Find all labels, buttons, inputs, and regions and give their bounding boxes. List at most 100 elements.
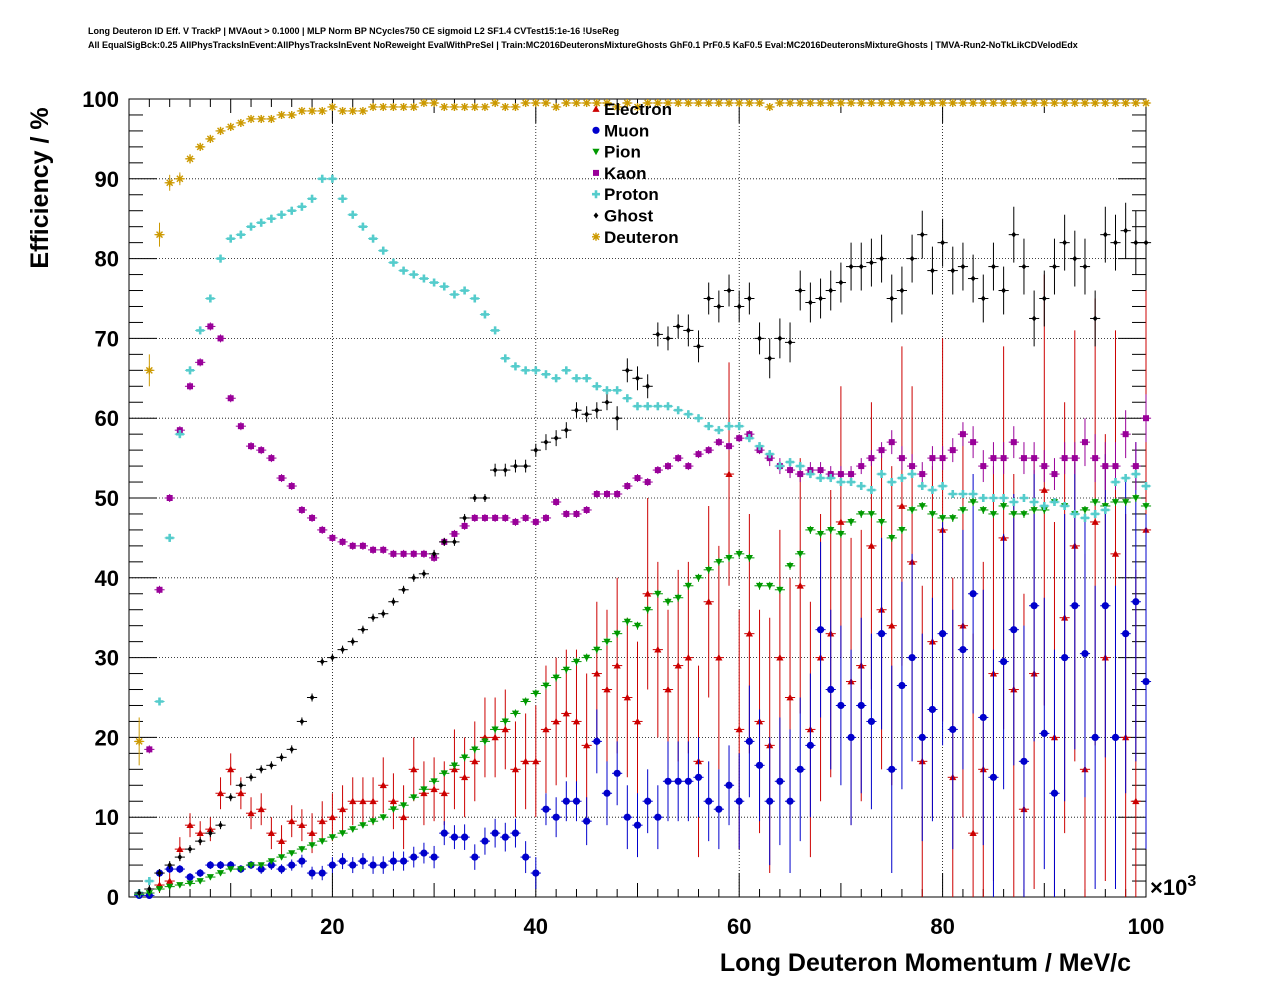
data-point-deuteron <box>784 98 796 107</box>
marker-pion <box>430 778 438 785</box>
x-tick-label: 100 <box>1128 914 1165 939</box>
data-point-ghost <box>286 745 297 754</box>
marker-electron <box>735 725 743 733</box>
marker-proton <box>541 370 550 379</box>
data-point-pion <box>1018 509 1030 518</box>
data-point-kaon <box>856 458 867 475</box>
marker-ghost <box>523 463 529 470</box>
marker-kaon <box>959 431 966 438</box>
marker-electron <box>786 693 794 701</box>
data-point-deuteron <box>988 98 999 107</box>
data-point-proton <box>825 474 836 483</box>
marker-kaon <box>878 447 885 454</box>
marker-deuteron <box>826 98 835 107</box>
data-point-ghost <box>805 282 816 323</box>
data-point-kaon <box>327 533 338 542</box>
marker-muon <box>715 805 723 813</box>
data-point-muon <box>1029 470 1040 742</box>
marker-ghost <box>268 762 274 769</box>
marker-ghost <box>838 279 844 286</box>
marker-ghost <box>279 754 284 761</box>
marker-kaon <box>380 546 387 553</box>
marker-kaon <box>919 471 926 478</box>
marker-deuteron <box>216 126 225 135</box>
marker-pion <box>745 554 753 562</box>
marker-muon <box>603 789 611 797</box>
marker-proton <box>755 442 764 451</box>
marker-ghost <box>797 287 803 294</box>
data-point-pion <box>551 673 562 682</box>
data-point-kaon <box>876 442 887 459</box>
marker-muon <box>532 869 540 877</box>
data-point-ghost <box>306 693 318 702</box>
data-point-ghost <box>174 853 185 862</box>
data-point-pion <box>235 866 246 873</box>
data-point-ghost <box>1069 230 1080 287</box>
marker-deuteron <box>745 98 754 107</box>
data-point-muon <box>866 633 877 810</box>
marker-deuteron <box>592 98 601 107</box>
data-point-muon <box>723 745 735 826</box>
marker-ghost <box>574 407 579 414</box>
marker-muon <box>755 761 764 769</box>
marker-ghost <box>746 295 752 302</box>
data-point-pion <box>642 605 653 614</box>
data-point-kaon <box>317 525 328 534</box>
marker-muon <box>257 865 265 873</box>
marker-muon <box>572 797 581 805</box>
series-muon <box>134 442 1152 900</box>
data-point-pion <box>988 509 999 518</box>
data-point-ghost <box>937 218 948 267</box>
marker-proton <box>714 426 723 435</box>
data-point-proton <box>581 374 592 383</box>
chart-title-line-1: Long Deuteron ID Eff. V TrackP | MVAout … <box>88 26 620 36</box>
x-tick-label: 60 <box>727 914 751 939</box>
marker-proton <box>1121 474 1130 483</box>
marker-pion <box>501 718 509 726</box>
data-point-pion <box>734 549 745 558</box>
data-point-deuteron <box>174 172 185 186</box>
data-point-ghost <box>601 394 613 411</box>
data-point-ghost <box>632 366 643 391</box>
marker-ghost <box>431 550 437 557</box>
data-point-ghost <box>581 406 592 423</box>
marker-ghost <box>299 718 305 725</box>
marker-proton <box>1091 509 1100 518</box>
data-point-muon <box>825 609 836 770</box>
marker-deuteron <box>979 98 988 107</box>
marker-ghost <box>909 255 915 262</box>
marker-deuteron <box>897 98 906 107</box>
data-point-muon <box>296 854 307 868</box>
marker-pion <box>796 550 804 558</box>
data-point-ghost <box>784 322 796 363</box>
data-point-proton <box>357 222 368 231</box>
data-point-kaon <box>1039 450 1050 483</box>
marker-proton <box>725 422 734 431</box>
marker-pion <box>888 535 896 542</box>
marker-deuteron <box>877 98 886 107</box>
marker-ghost <box>502 467 508 474</box>
marker-kaon <box>695 451 702 458</box>
marker-muon <box>786 797 794 805</box>
marker-muon <box>288 861 296 869</box>
marker-proton <box>796 462 805 471</box>
marker-muon <box>1000 657 1008 666</box>
marker-proton <box>1142 482 1150 491</box>
marker-kaon <box>990 455 997 462</box>
data-point-proton <box>764 450 775 459</box>
data-point-muon <box>886 665 897 874</box>
marker-ghost <box>462 514 468 521</box>
data-point-deuteron <box>154 222 165 247</box>
marker-deuteron <box>816 98 825 107</box>
marker-kaon <box>929 455 936 462</box>
marker-kaon <box>787 467 794 474</box>
data-point-proton <box>703 422 714 431</box>
data-point-kaon <box>957 422 969 447</box>
data-point-kaon <box>510 517 521 526</box>
data-point-proton <box>774 462 785 471</box>
marker-deuteron <box>308 106 317 115</box>
data-point-deuteron <box>642 98 653 107</box>
marker-electron <box>745 630 753 637</box>
data-point-electron <box>500 689 511 770</box>
marker-pion <box>644 606 652 614</box>
